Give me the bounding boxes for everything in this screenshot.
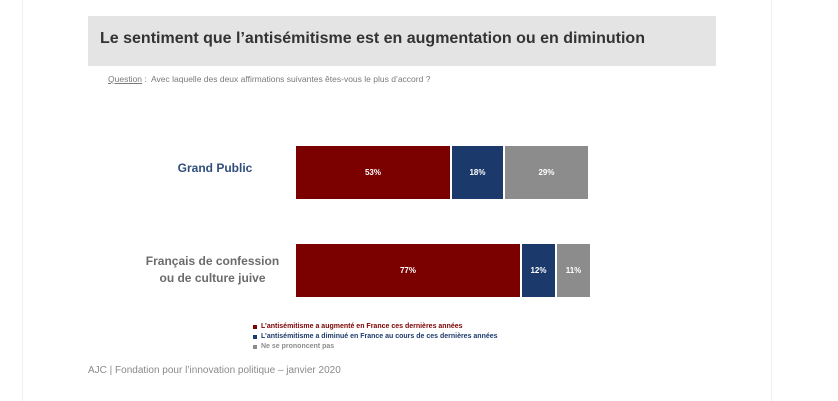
- row-label-line: Français de confession: [145, 254, 280, 268]
- bar-segment: 11%: [557, 244, 590, 297]
- bar-segment: 53%: [296, 146, 452, 199]
- legend-label: Ne se prononcent pas: [261, 343, 335, 350]
- bar-value-label: 53%: [364, 168, 381, 177]
- bar-value-label: 29%: [538, 168, 555, 177]
- bar-value-label: 11%: [565, 266, 582, 275]
- question-text: Avec laquelle des deux affirmations suiv…: [151, 74, 431, 84]
- question-label: Question: [108, 74, 143, 84]
- legend-item-augmente: L’antisémitisme a augmenté en France ces…: [253, 322, 498, 332]
- bar-value-label: 12%: [530, 266, 547, 275]
- legend-square-icon: [253, 325, 257, 329]
- chart-title: Le sentiment que l’antisémitisme est en …: [100, 30, 645, 47]
- legend-item-nsp: Ne se prononcent pas: [253, 342, 498, 352]
- legend-label: L’antisémitisme a diminué en France au c…: [261, 333, 498, 340]
- row-label-francais-juifs: Français de confession ou de culture jui…: [130, 253, 295, 287]
- row-label-grand-public: Grand Public: [150, 160, 280, 177]
- title-band: Le sentiment que l’antisémitisme est en …: [88, 16, 716, 66]
- stacked-bar-chart: 53% 18% 29% 77% 12% 11%: [296, 0, 590, 401]
- row-label-line: ou de culture juive: [159, 271, 266, 285]
- question-line: Question : Avec laquelle des deux affirm…: [108, 74, 430, 84]
- legend: L’antisémitisme a augmenté en France ces…: [253, 322, 498, 352]
- source-footer: AJC | Fondation pour l’innovation politi…: [88, 365, 341, 376]
- row-label-line: Grand Public: [177, 161, 253, 175]
- legend-label: L’antisémitisme a augmenté en France ces…: [261, 323, 463, 330]
- bar-value-label: 18%: [469, 168, 486, 177]
- bar-segment: 12%: [522, 244, 557, 297]
- legend-item-diminue: L’antisémitisme a diminué en France au c…: [253, 332, 498, 342]
- bar-value-label: 77%: [399, 266, 416, 275]
- bar-segment: 77%: [296, 244, 522, 297]
- bar-segment: 18%: [452, 146, 505, 199]
- legend-square-icon: [253, 335, 257, 339]
- legend-square-icon: [253, 345, 257, 349]
- slide-frame: [22, 0, 772, 401]
- question-separator: :: [142, 74, 152, 84]
- bar-segment: 29%: [505, 146, 590, 199]
